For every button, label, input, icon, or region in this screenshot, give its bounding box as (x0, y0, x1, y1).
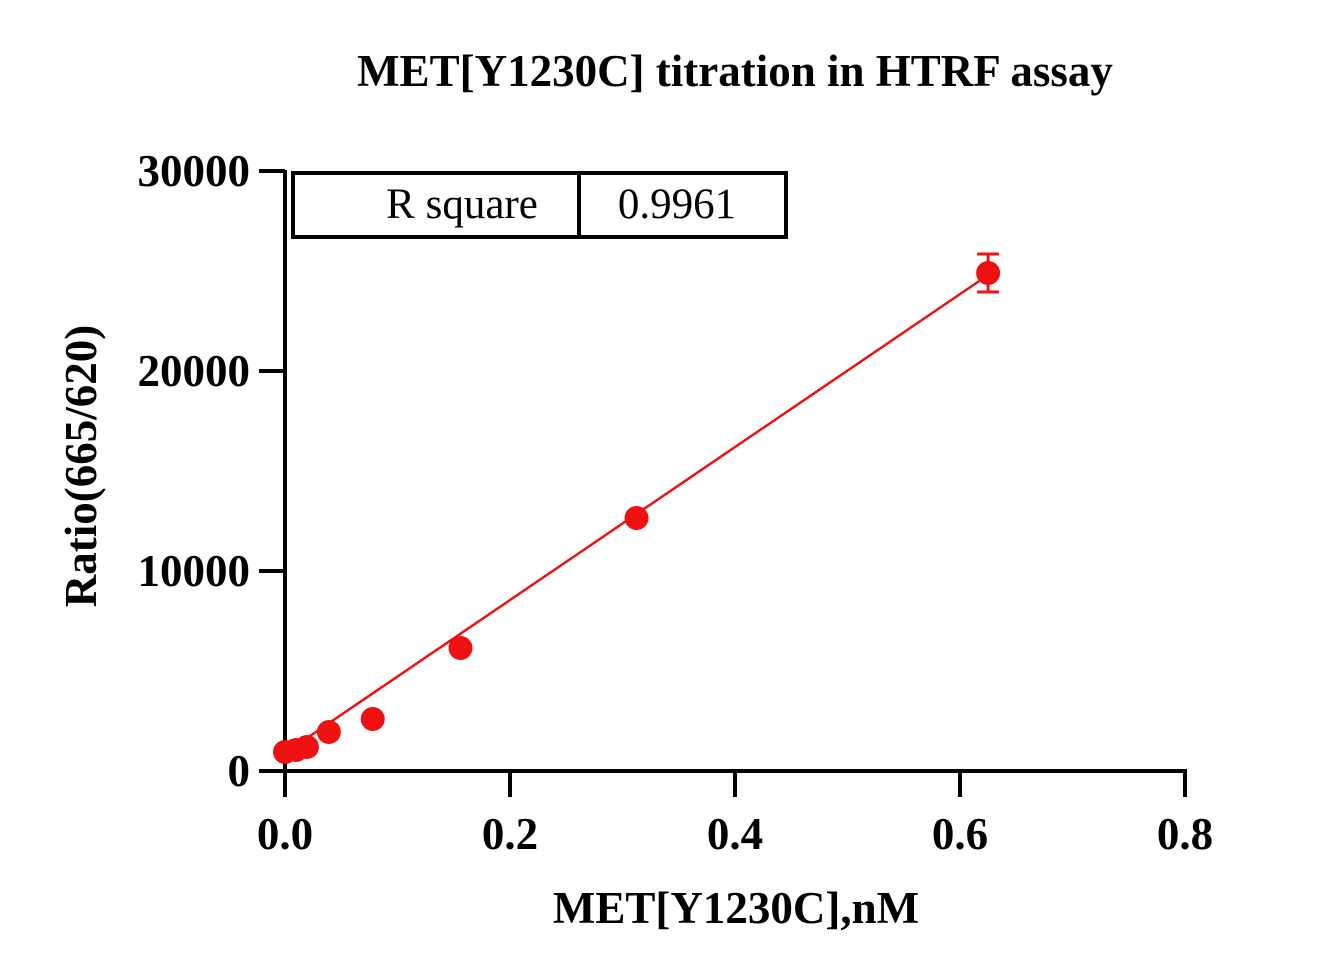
x-ticks: 0.0 0.2 0.4 0.6 0.8 (257, 771, 1213, 859)
x-tick-label: 0.2 (482, 809, 538, 859)
r-square-table: R square 0.9961 (291, 171, 788, 239)
data-point (448, 636, 473, 660)
y-tick-label: 0 (228, 746, 251, 796)
y-tick-label: 30000 (138, 146, 251, 196)
r-square-table-border (291, 171, 788, 239)
data-point (976, 261, 1001, 285)
r-square-value: 0.9961 (618, 181, 736, 228)
x-axis: 0.0 0.2 0.4 0.6 0.8 (257, 769, 1213, 859)
data-point (316, 720, 341, 744)
data-point (294, 735, 319, 759)
data-point (624, 506, 649, 530)
plot-area (273, 252, 1001, 764)
y-axis-label: Ratio(665/620) (56, 325, 106, 607)
x-tick-label: 0.0 (257, 809, 313, 859)
r-square-label: R square (386, 181, 538, 228)
x-tick-label: 0.6 (932, 809, 988, 859)
x-axis-label: MET[Y1230C],nM (553, 883, 919, 933)
y-ticks: 0 10000 20000 30000 (138, 146, 285, 796)
data-point (360, 707, 385, 731)
x-tick-label: 0.8 (1157, 809, 1213, 859)
y-axis: 0 10000 20000 30000 (138, 146, 287, 796)
y-tick-label: 10000 (138, 546, 251, 596)
x-tick-label: 0.4 (707, 809, 763, 859)
y-tick-label: 20000 (138, 346, 251, 396)
chart-title: MET[Y1230C] titration in HTRF assay (357, 46, 1113, 96)
